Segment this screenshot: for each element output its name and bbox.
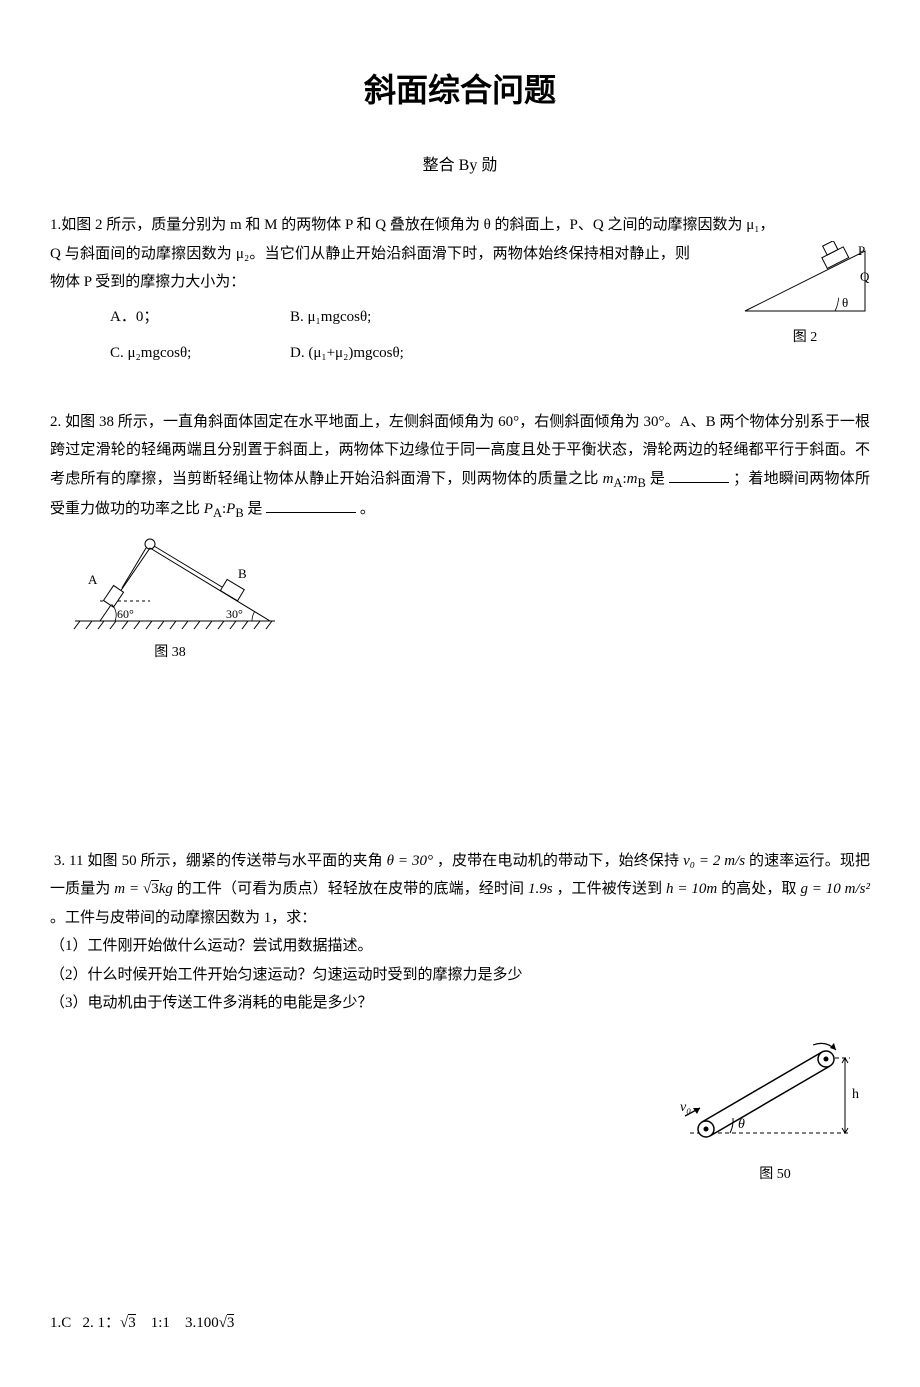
figure-38-caption: 图 38 [70,640,270,667]
q3-l1b: ，皮带在电动机的带动下，始终保持 [437,853,683,869]
ans-2-mid: 1:1 [140,1315,170,1331]
q1-text-line2: Q 与斜面间的动摩擦因数为 μ₂。当它们从静止开始沿斜面滑下时，两物体始终保持相… [50,240,690,297]
q2-ratio1-mid: 是 [650,471,665,487]
angle-30: 30° [226,607,243,621]
blank-1 [669,465,729,483]
q3-m-post: kg [159,881,173,897]
q1-option-c: C. μ₂mgcosθ; [110,339,290,368]
label-q: Q [860,269,870,284]
q3-l1d: 的工件（可看为质点）轻轻放在皮带的底端，经时间 [177,881,528,897]
figure-50-caption: 图 50 [680,1162,870,1189]
q3-theta: θ = 30° [387,853,433,869]
q1-option-a: A．0； [110,303,290,332]
label-theta: θ [842,295,848,310]
figure-2: P Q θ 图 2 [740,241,870,352]
page-subtitle: 整合 By 勋 [50,151,870,181]
q3-sub3: （3）电动机由于传送工件多消耗的电能是多少？ [50,989,870,1018]
figure-38: A B 60° 30° 图 38 [70,536,870,667]
figure-50: v₀ θ h 图 50 [50,1038,870,1189]
ans-3-pre: 3.100 [185,1315,219,1331]
blank-2 [266,496,356,514]
answer-line: 1.C 2. 1：√3 1:1 3.100√3 [50,1309,870,1338]
figure-2-caption: 图 2 [740,325,870,352]
label-theta-fig: θ [738,1117,745,1132]
q1-option-d: D. (μ₁+μ₂)mgcosθ; [290,339,470,368]
q2-ratio2-post: 。 [360,501,375,517]
label-p: P [858,243,865,258]
conveyor-icon: v₀ θ h [680,1038,870,1148]
double-incline-icon: A B 60° 30° [70,536,280,636]
angle-60: 60° [117,607,134,621]
label-a: A [88,572,98,587]
incline-icon: P Q θ [740,241,870,321]
label-b: B [238,566,247,581]
q3-t: 1.9s [528,881,553,897]
q1-text-line1: 1.如图 2 所示，质量分别为 m 和 M 的两物体 P 和 Q 叠放在倾角为 … [50,211,870,240]
question-3: 3. 11 如图 50 所示，绷紧的传送带与水平面的夹角 θ = 30° ，皮带… [50,847,870,1189]
page-title: 斜面综合问题 [50,60,870,121]
q3-l1f: 的高处，取 [721,881,800,897]
q3-g: g = 10 m/s² [800,881,870,897]
label-h-fig: h [852,1087,859,1102]
q3-m-rad: 3 [151,880,159,897]
q3-l1a: 3. 11 如图 50 所示，绷紧的传送带与水平面的夹角 [54,853,387,869]
q2-ratio2-mid: 是 [247,501,262,517]
q3-v0: v₀ = 2 m/s [683,853,745,869]
q3-m-pre: m = [114,881,143,897]
q3-h: h = 10m [666,881,717,897]
ans-1: 1.C [50,1315,71,1331]
q3-l1e: ，工件被传送到 [556,881,666,897]
ans-2-pre: 2. 1： [83,1315,121,1331]
label-v0: v₀ [680,1100,691,1115]
question-2: 2. 如图 38 所示，一直角斜面体固定在水平地面上，左侧斜面倾角为 60°，右… [50,408,870,667]
q1-option-b: B. μ₁mgcosθ; [290,303,470,332]
ans-3-rad: 3 [227,1314,235,1331]
q2-text: 2. 如图 38 所示，一直角斜面体固定在水平地面上，左侧斜面倾角为 60°，右… [50,408,870,527]
question-1: 1.如图 2 所示，质量分别为 m 和 M 的两物体 P 和 Q 叠放在倾角为 … [50,211,870,368]
q3-l1g: 。工件与皮带间的动摩擦因数为 1，求： [50,910,316,926]
q3-sub1: （1）工件刚开始做什么运动？尝试用数据描述。 [50,932,870,961]
q3-text: 3. 11 如图 50 所示，绷紧的传送带与水平面的夹角 θ = 30° ，皮带… [50,847,870,933]
ans-2-rad: 3 [128,1314,136,1331]
q3-sub2: （2）什么时候开始工件开始匀速运动？匀速运动时受到的摩擦力是多少 [50,961,870,990]
